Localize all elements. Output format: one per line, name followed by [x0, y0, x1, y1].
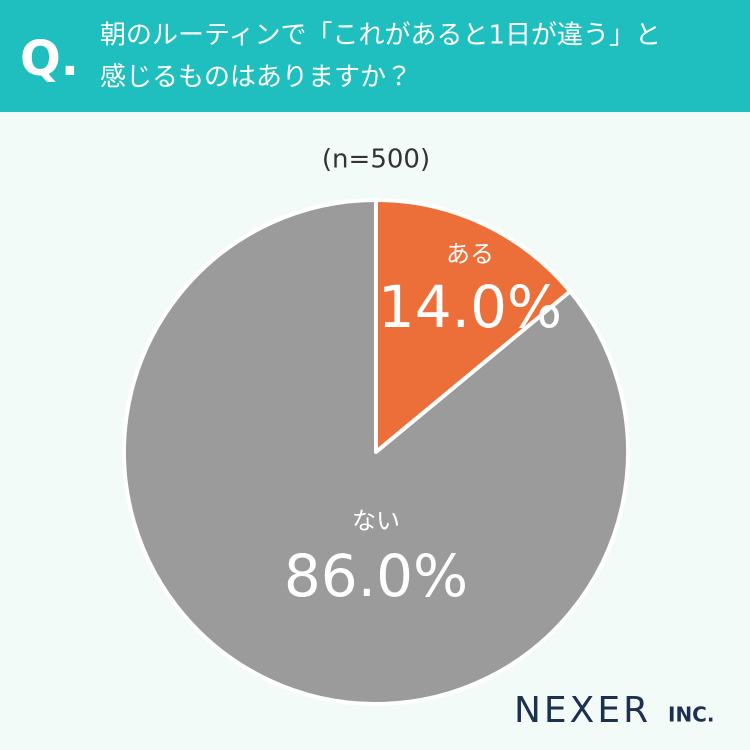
question-mark: Q. [20, 31, 79, 87]
slice-value-label: 86.0% [284, 542, 468, 610]
slice-category: ある [446, 240, 494, 268]
pie-slice [374, 198, 573, 454]
chart-title: 朝のルーティンで「これがあると1日が違う」と [100, 21, 661, 51]
chart-title: 感じるものはありますか？ [100, 63, 412, 93]
header-band [0, 0, 750, 112]
slice-category: ない [352, 507, 400, 535]
slice-value-label: 14.0% [378, 273, 562, 341]
logo-name: NEXER [514, 690, 651, 731]
chart-subtitle: (n=500) [322, 145, 430, 175]
logo-suffix: INC. [668, 703, 714, 727]
pie-slice [122, 198, 630, 706]
